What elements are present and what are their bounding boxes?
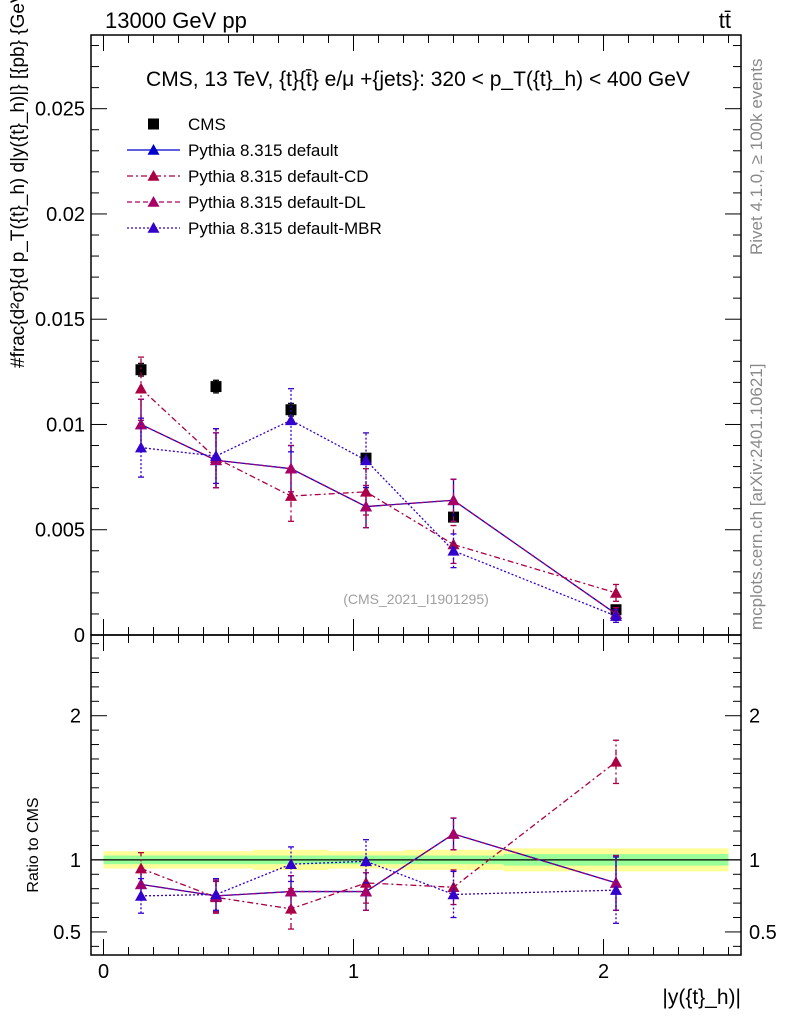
ratio-point-dl [285, 885, 297, 897]
x-tick-label: 2 [598, 961, 609, 983]
data-point-dl [360, 500, 372, 512]
ratio-point-mbr [135, 889, 147, 901]
data-point-mbr [610, 610, 622, 621]
process-label: tt̄ [719, 8, 731, 33]
ratio-point-dl [447, 827, 460, 839]
x-tick-label: 0 [98, 961, 109, 983]
data-point-data [210, 381, 222, 393]
ratio-point-cd [135, 862, 147, 874]
plot-title: CMS, 13 TeV, {t}{t̄} e/μ +{jets}: 320 < … [146, 68, 690, 91]
legend-label-mbr: Pythia 8.315 default-MBR [188, 219, 382, 238]
main-y-tick-label: 0 [74, 625, 85, 647]
series-line-mbr [140, 419, 617, 617]
data-point-data [285, 404, 297, 416]
mcplots-source-label: mcplots.cern.ch [arXiv:2401.10621] [747, 364, 766, 630]
ratio-point-cd [285, 902, 297, 914]
data-point-dl [285, 462, 297, 474]
ratio-line-cd [140, 761, 617, 910]
main-plot-panel: CMS, 13 TeV, {t}{t̄} e/μ +{jets}: 320 < … [8, 0, 742, 647]
ratio-point-mbr [210, 888, 222, 900]
series-line-default [140, 423, 617, 615]
legend-label-data: CMS [188, 115, 226, 134]
legend: CMS Pythia 8.315 default Pythia 8.315 defa… [127, 115, 382, 238]
ratio-y-axis-label: Ratio to CMS [25, 797, 42, 892]
ratio-point-mbr [285, 858, 297, 869]
series-line-dl [140, 423, 617, 615]
main-y-tick-label: 0.02 [46, 204, 85, 226]
legend-label-cd: Pythia 8.315 default-CD [188, 167, 369, 186]
ratio-point-dl [360, 885, 372, 897]
x-axis-label: |y({t}_h)| [662, 986, 741, 1009]
legend-marker-cd [147, 170, 160, 181]
data-point-dl [447, 494, 460, 506]
energy-label: 13000 GeV pp [105, 8, 247, 33]
main-y-tick-label: 0.005 [35, 520, 85, 542]
main-y-tick-label: 0.025 [35, 99, 85, 121]
data-point-cd [610, 586, 622, 598]
data-point-mbr [210, 450, 222, 461]
ratio-line-dl [140, 833, 617, 897]
ratio-y-tick-label: 2 [70, 706, 81, 728]
data-point-cd [285, 490, 297, 501]
data-point-mbr [135, 441, 147, 453]
ratio-point-mbr [610, 884, 622, 895]
ratio-point-cd [610, 755, 622, 767]
legend-label-default: Pythia 8.315 default [188, 141, 339, 160]
main-y-axis-label: #frac{d²σ}{d p_T({t}_h) d|y({t}_h)|} [{p… [8, 0, 29, 368]
ratio-y-tick-label: 0.5 [53, 922, 81, 944]
series-line-cd [140, 388, 617, 594]
legend-marker-dl [147, 196, 160, 207]
data-point-data [135, 364, 147, 376]
ratio-line-mbr [140, 860, 617, 897]
ratio-point-mbr [447, 888, 460, 900]
ratio-point-mbr [360, 855, 372, 867]
ratio-y-tick-label: 1 [70, 850, 81, 872]
rivet-version-label: Rivet 4.1.0, ≥ 100k events [747, 59, 766, 255]
main-y-tick-label: 0.01 [46, 414, 85, 436]
ratio-point-cd [447, 881, 460, 893]
legend-label-dl: Pythia 8.315 default-DL [188, 193, 366, 212]
data-point-mbr [360, 454, 372, 466]
legend-marker-default [147, 144, 160, 155]
data-point-cd [135, 382, 147, 394]
main-y-tick-label: 0.015 [35, 309, 85, 331]
data-point-mbr [285, 414, 297, 426]
data-point-mbr [447, 544, 460, 556]
ratio-plot-panel: 0.5 0.5 1 1 2 2 0 1 2 Ratio to CMS |y({t}_h)| [25, 634, 777, 1009]
analysis-watermark: (CMS_2021_I1901295) [343, 591, 489, 607]
data-point-cd [447, 538, 460, 550]
x-tick-label: 1 [348, 961, 359, 983]
ratio-y-tick-label-right: 0.5 [749, 922, 777, 944]
ratio-y-tick-label-right: 2 [749, 706, 760, 728]
legend-marker-data [148, 118, 159, 130]
ratio-y-tick-label-right: 1 [749, 850, 760, 872]
legend-marker-mbr [147, 222, 160, 233]
ratio-frame [90, 634, 742, 956]
